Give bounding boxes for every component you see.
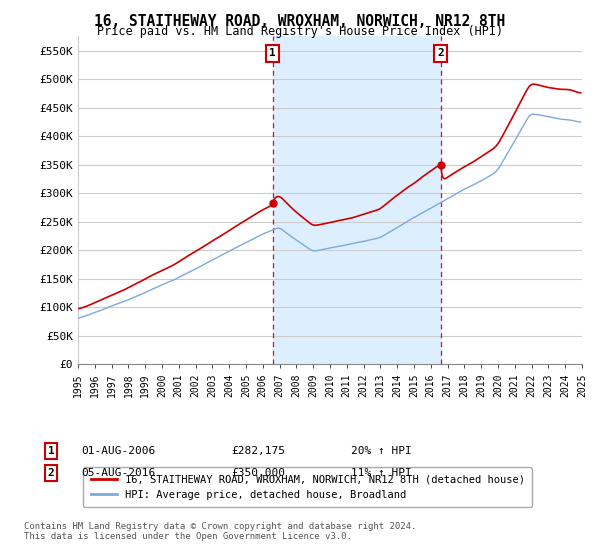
- Text: Price paid vs. HM Land Registry's House Price Index (HPI): Price paid vs. HM Land Registry's House …: [97, 25, 503, 38]
- Text: Contains HM Land Registry data © Crown copyright and database right 2024.
This d: Contains HM Land Registry data © Crown c…: [24, 522, 416, 542]
- Legend: 16, STAITHEWAY ROAD, WROXHAM, NORWICH, NR12 8TH (detached house), HPI: Average p: 16, STAITHEWAY ROAD, WROXHAM, NORWICH, N…: [83, 468, 532, 507]
- Bar: [272, 36, 440, 364]
- Text: 16, STAITHEWAY ROAD, WROXHAM, NORWICH, NR12 8TH: 16, STAITHEWAY ROAD, WROXHAM, NORWICH, N…: [94, 14, 506, 29]
- Text: 05-AUG-2016: 05-AUG-2016: [81, 468, 155, 478]
- Text: £350,000: £350,000: [231, 468, 285, 478]
- Text: 20% ↑ HPI: 20% ↑ HPI: [351, 446, 412, 456]
- Text: 1: 1: [47, 446, 55, 456]
- Text: 01-AUG-2006: 01-AUG-2006: [81, 446, 155, 456]
- Text: £282,175: £282,175: [231, 446, 285, 456]
- Text: 2: 2: [47, 468, 55, 478]
- Text: 2: 2: [437, 49, 444, 58]
- Text: 11% ↑ HPI: 11% ↑ HPI: [351, 468, 412, 478]
- Text: 1: 1: [269, 49, 276, 58]
